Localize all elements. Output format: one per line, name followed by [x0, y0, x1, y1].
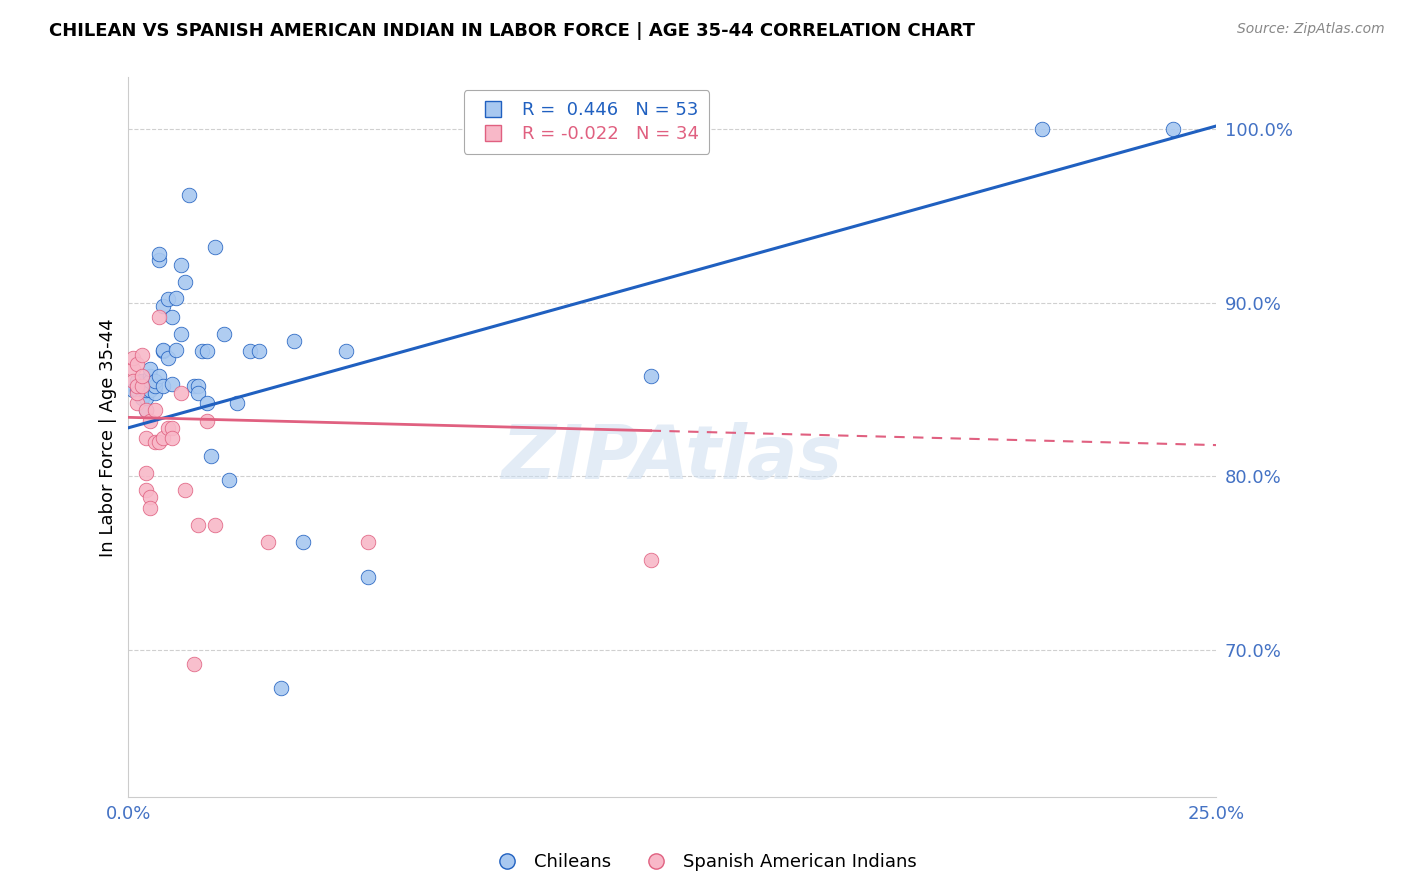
Point [270, 681, 292, 695]
Point [148, 434, 170, 449]
Point [195, 344, 218, 359]
Point [640, 368, 662, 383]
Point [131, 374, 153, 388]
Point [127, 379, 149, 393]
Point [152, 344, 174, 359]
Legend: R =  0.446   N = 53, R = -0.022   N = 34: R = 0.446 N = 53, R = -0.022 N = 34 [464, 90, 710, 154]
Point [156, 293, 179, 307]
Point [195, 396, 218, 410]
Point [152, 343, 174, 357]
Point [135, 431, 157, 445]
Point [139, 383, 162, 397]
Point [135, 403, 157, 417]
Point [212, 327, 235, 342]
Point [143, 374, 166, 388]
Point [127, 357, 149, 371]
Point [143, 386, 166, 401]
Legend: Chileans, Spanish American Indians: Chileans, Spanish American Indians [482, 847, 924, 879]
Point [239, 344, 262, 359]
Point [139, 490, 162, 504]
Point [160, 431, 183, 445]
Point [131, 348, 153, 362]
Point [127, 374, 149, 388]
Point [165, 343, 187, 357]
Point [357, 570, 380, 584]
Point [160, 310, 183, 324]
Point [187, 517, 209, 532]
Point [156, 351, 179, 366]
Point [1161, 122, 1184, 136]
Point [139, 368, 162, 383]
Point [283, 334, 305, 348]
Y-axis label: In Labor Force | Age 35-44: In Labor Force | Age 35-44 [100, 318, 117, 557]
Point [200, 449, 222, 463]
Point [131, 391, 153, 405]
Point [143, 403, 166, 417]
Text: ZIPAtlas: ZIPAtlas [502, 423, 844, 495]
Point [218, 473, 240, 487]
Point [139, 500, 162, 515]
Point [156, 421, 179, 435]
Point [195, 414, 218, 428]
Point [165, 291, 187, 305]
Point [256, 535, 278, 549]
Point [174, 483, 197, 498]
Point [174, 275, 197, 289]
Point [179, 188, 201, 202]
Point [152, 431, 174, 445]
Point [291, 535, 314, 549]
Point [152, 379, 174, 393]
Point [127, 386, 149, 401]
Point [204, 240, 226, 254]
Point [160, 377, 183, 392]
Point [170, 386, 193, 401]
Point [152, 299, 174, 313]
Point [170, 258, 193, 272]
Point [191, 344, 214, 359]
Point [131, 379, 153, 393]
Point [226, 396, 249, 410]
Text: CHILEAN VS SPANISH AMERICAN INDIAN IN LABOR FORCE | AGE 35-44 CORRELATION CHART: CHILEAN VS SPANISH AMERICAN INDIAN IN LA… [49, 22, 976, 40]
Point [121, 351, 143, 366]
Point [335, 344, 357, 359]
Point [183, 379, 205, 393]
Point [143, 434, 166, 449]
Point [127, 396, 149, 410]
Point [183, 657, 205, 671]
Point [148, 247, 170, 261]
Point [135, 483, 157, 498]
Point [170, 327, 193, 342]
Point [148, 368, 170, 383]
Point [143, 379, 166, 393]
Point [131, 368, 153, 383]
Point [127, 383, 149, 397]
Point [135, 383, 157, 397]
Point [187, 386, 209, 401]
Point [135, 403, 157, 417]
Point [139, 414, 162, 428]
Point [121, 383, 143, 397]
Point [357, 535, 380, 549]
Point [187, 379, 209, 393]
Text: Source: ZipAtlas.com: Source: ZipAtlas.com [1237, 22, 1385, 37]
Point [139, 361, 162, 376]
Point [139, 374, 162, 388]
Point [160, 421, 183, 435]
Point [135, 466, 157, 480]
Point [640, 552, 662, 566]
Point [204, 517, 226, 532]
Point [121, 374, 143, 388]
Point [135, 391, 157, 405]
Point [121, 361, 143, 376]
Point [148, 252, 170, 267]
Point [247, 344, 270, 359]
Point [148, 310, 170, 324]
Point [1031, 122, 1053, 136]
